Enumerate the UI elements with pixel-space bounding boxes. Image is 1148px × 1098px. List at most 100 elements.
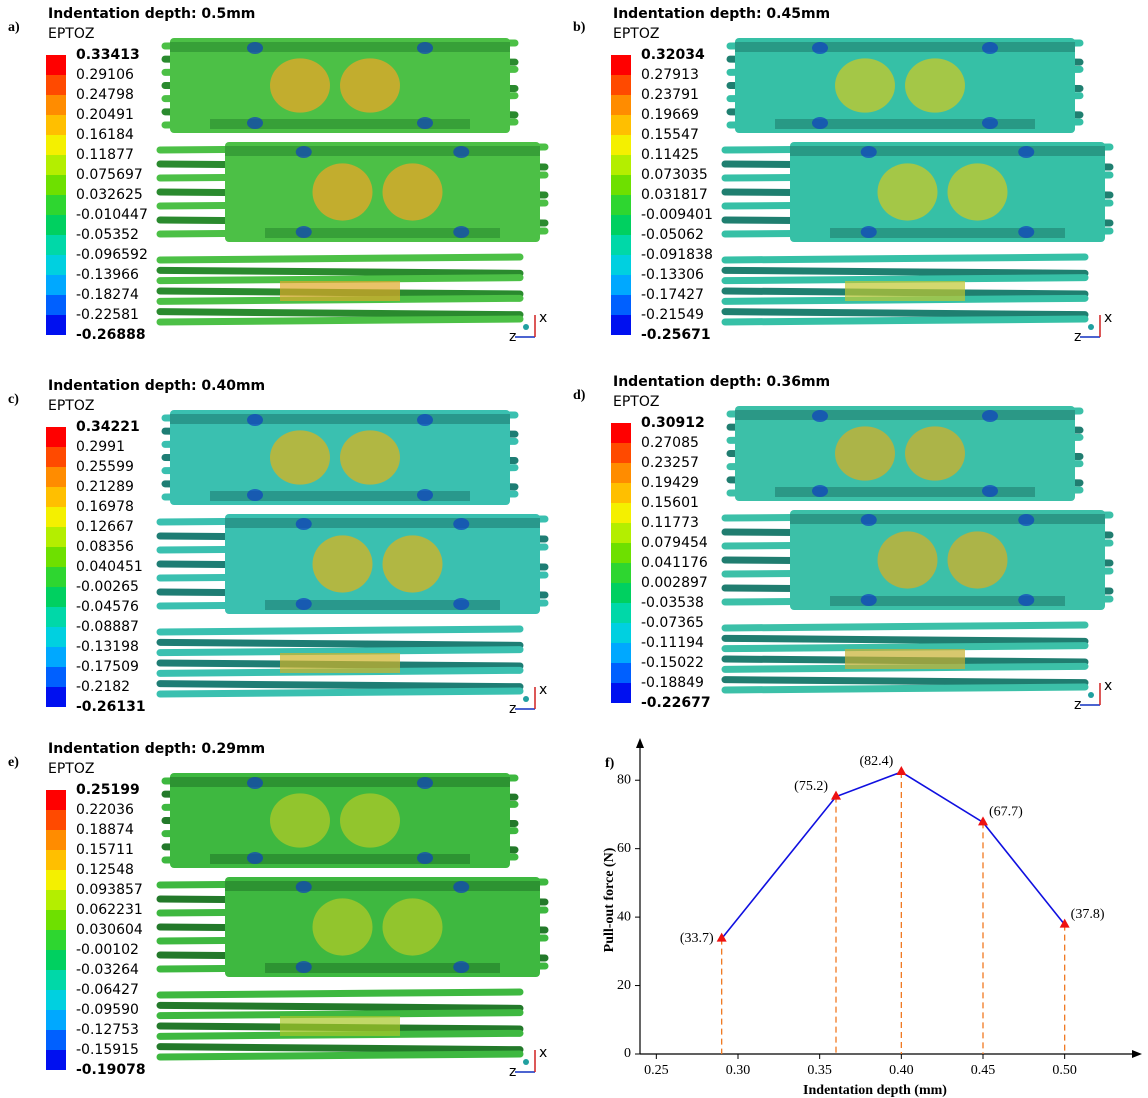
strand	[160, 1005, 520, 1008]
value-label: (75.2)	[794, 779, 828, 794]
hot-zone	[313, 898, 373, 955]
legend-label: 0.23791	[641, 87, 699, 103]
legend-label: -0.17509	[76, 659, 139, 675]
panel-title: Indentation depth: 0.45mm	[613, 6, 830, 22]
hot-zone	[948, 531, 1008, 588]
strand	[160, 1013, 520, 1016]
triad-label: x	[539, 682, 547, 698]
hot-zone	[270, 58, 330, 112]
strand	[160, 992, 520, 995]
legend-label: 0.27085	[641, 435, 699, 451]
legend-swatch	[611, 683, 631, 703]
legend-swatch	[46, 235, 66, 255]
legend-label: -0.09590	[76, 1002, 139, 1018]
legend-label: 0.22036	[76, 802, 134, 818]
legend-swatch	[611, 95, 631, 115]
legend-swatch	[611, 523, 631, 543]
legend-label: 0.15547	[641, 127, 699, 143]
legend-label: -0.15022	[641, 655, 704, 671]
hot-zone	[270, 430, 330, 484]
legend-label: -0.12753	[76, 1022, 139, 1038]
legend-label: -0.04576	[76, 599, 139, 615]
strand	[725, 687, 1085, 690]
legend-label: 0.19669	[641, 107, 699, 123]
hot-zone	[270, 793, 330, 847]
strand	[160, 1054, 520, 1057]
indent	[982, 42, 998, 54]
legend-variable: EPTOZ	[48, 761, 94, 777]
indent	[861, 226, 877, 238]
legend-label: -0.19078	[76, 1062, 146, 1078]
legend-label: 0.24798	[76, 87, 134, 103]
hot-zone	[280, 281, 400, 301]
figure: a)Indentation depth: 0.5mmEPTOZ0.334130.…	[0, 0, 1148, 1098]
y-tick-label: 80	[617, 772, 631, 787]
strand	[725, 638, 1085, 641]
legend-variable: EPTOZ	[613, 26, 659, 42]
legend-swatch	[46, 507, 66, 527]
triad-origin	[1088, 324, 1094, 330]
legend-swatch	[611, 235, 631, 255]
triad-label: z	[509, 329, 516, 345]
legend-swatch	[46, 870, 66, 890]
legend-label: -0.05062	[641, 227, 704, 243]
hot-zone	[835, 58, 895, 112]
legend-label: 0.25199	[76, 782, 140, 798]
indent	[417, 852, 433, 864]
indent	[453, 226, 469, 238]
strand	[725, 312, 1085, 315]
indent	[812, 117, 828, 129]
legend-label: 0.25599	[76, 459, 134, 475]
indent	[982, 410, 998, 422]
indent	[453, 961, 469, 973]
legend-swatch	[46, 1010, 66, 1030]
legend-label: 0.11773	[641, 515, 699, 531]
triad-label: z	[1074, 697, 1081, 713]
marker	[896, 766, 906, 775]
legend-swatch	[611, 463, 631, 483]
panel-label: c)	[8, 392, 19, 407]
sleeve-shadow	[170, 414, 510, 424]
legend-swatch	[46, 830, 66, 850]
legend-label: -0.15915	[76, 1042, 139, 1058]
indent	[1018, 146, 1034, 158]
legend-label: 0.032625	[76, 187, 143, 203]
legend-label: 0.16978	[76, 499, 134, 515]
indent	[247, 777, 263, 789]
legend-swatch	[46, 215, 66, 235]
strand	[160, 629, 520, 632]
indent	[812, 485, 828, 497]
legend-label: -0.07365	[641, 615, 704, 631]
indent	[417, 777, 433, 789]
legend-swatch	[611, 55, 631, 75]
legend-label: 0.30912	[641, 415, 705, 431]
legend-swatch	[611, 563, 631, 583]
panel-label: f)	[605, 756, 615, 771]
legend-label: 0.29106	[76, 67, 134, 83]
legend-swatch	[46, 295, 66, 315]
legend-swatch	[46, 427, 66, 447]
legend-swatch	[46, 910, 66, 930]
legend-label: -0.18849	[641, 675, 704, 691]
legend-swatch	[46, 467, 66, 487]
x-tick-label: 0.25	[644, 1063, 669, 1078]
hot-zone	[313, 535, 373, 592]
hot-zone	[905, 426, 965, 480]
page: a)Indentation depth: 0.5mmEPTOZ0.334130.…	[0, 0, 1148, 1098]
legend-swatch	[611, 255, 631, 275]
strand	[160, 1047, 520, 1050]
panel-title: Indentation depth: 0.5mm	[48, 6, 255, 22]
indent	[982, 117, 998, 129]
panel: d)Indentation depth: 0.36mmEPTOZ0.309120…	[573, 374, 1112, 713]
legend-label: 0.079454	[641, 535, 708, 551]
sleeve-shadow	[735, 42, 1075, 52]
y-axis-arrow	[636, 738, 644, 748]
triad-label: z	[509, 701, 516, 717]
triad-origin	[523, 324, 529, 330]
panel: c)Indentation depth: 0.40mmEPTOZ0.342210…	[8, 378, 547, 717]
value-label: (33.7)	[680, 931, 714, 946]
indent	[417, 414, 433, 426]
panel-title: Indentation depth: 0.40mm	[48, 378, 265, 394]
sleeve-shadow	[170, 42, 510, 52]
